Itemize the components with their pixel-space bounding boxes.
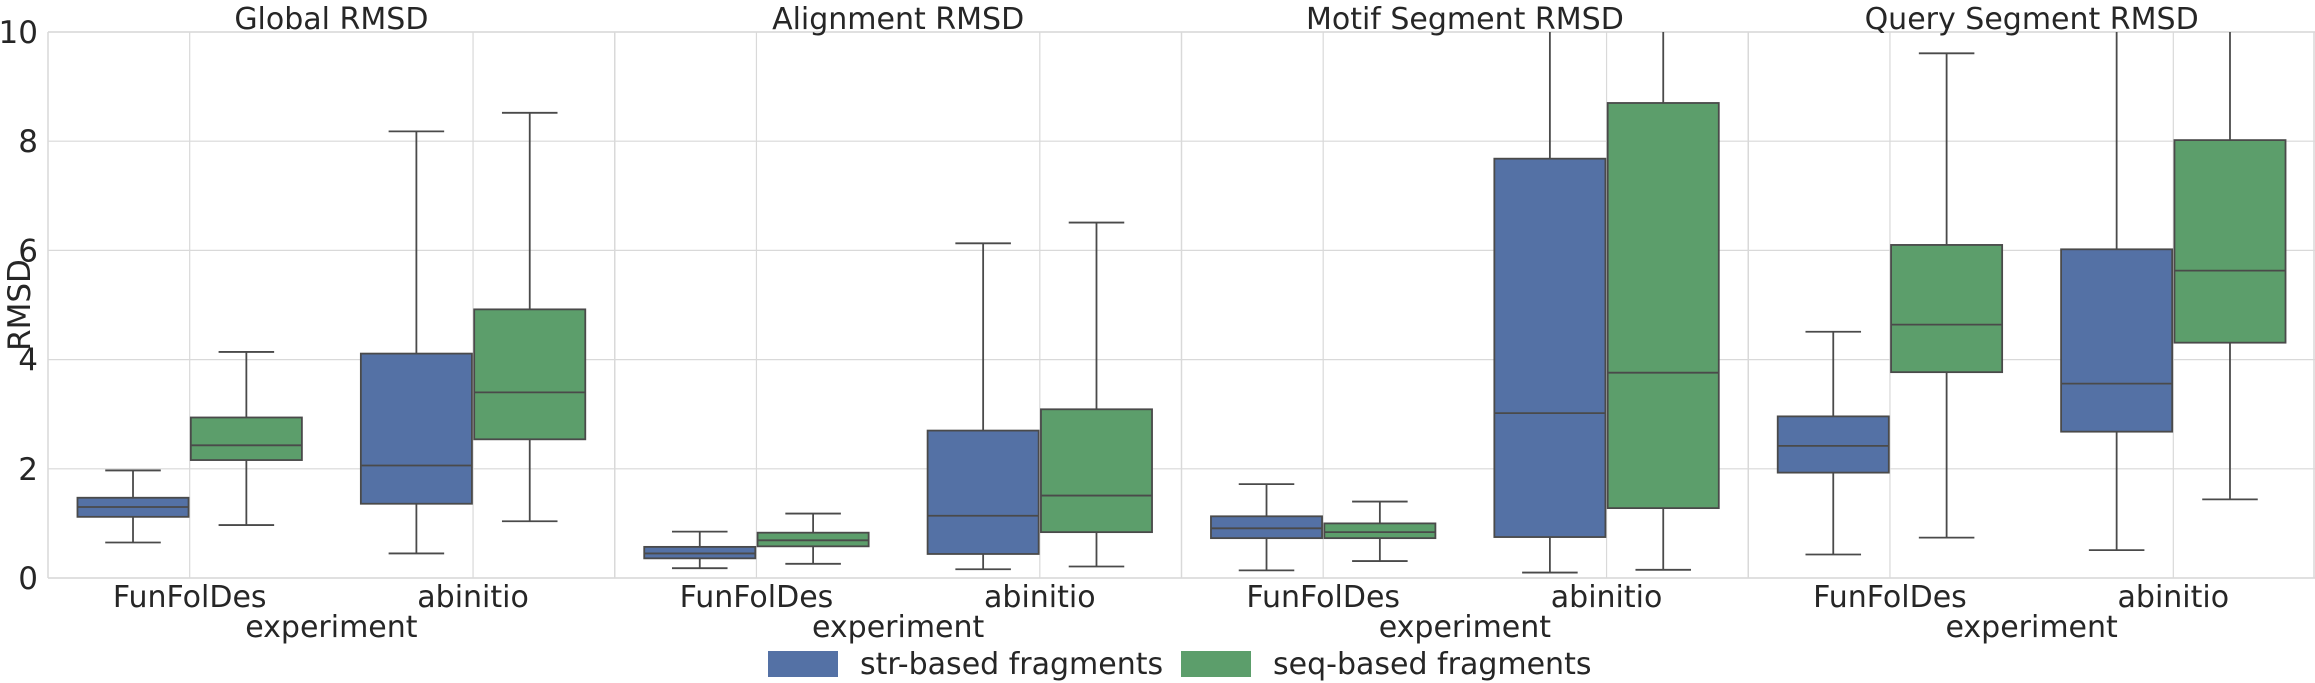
iqr-box	[2173, 139, 2287, 344]
box-seq-based-fragments	[756, 512, 870, 565]
x-tick-label: abinitio	[417, 580, 529, 615]
box-str-based-fragments	[1776, 330, 1890, 556]
box-seq-based-fragments	[1323, 500, 1437, 562]
x-tick-label: FunFolDes	[680, 580, 834, 615]
box-str-based-fragments	[2060, 32, 2174, 552]
panel-title: Motif Segment RMSD	[1306, 2, 1624, 37]
box-str-based-fragments	[926, 242, 1040, 571]
box-str-based-fragments	[1210, 483, 1323, 572]
legend: str-based fragments seq-based fragments	[768, 647, 1591, 682]
x-axis-label: experiment	[1379, 610, 1552, 645]
x-tick-label: abinitio	[1551, 580, 1663, 615]
y-tick-label: 8	[18, 124, 38, 160]
x-tick-label: FunFolDes	[113, 580, 267, 615]
grid-layer	[47, 31, 2315, 579]
legend-swatch	[768, 651, 838, 677]
x-tick-label: abinitio	[984, 580, 1096, 615]
x-tick-label: FunFolDes	[1246, 580, 1400, 615]
box-seq-based-fragments	[189, 351, 303, 526]
box-str-based-fragments	[1493, 32, 1607, 574]
legend-label: seq-based fragments	[1273, 647, 1591, 682]
panel-title: Query Segment RMSD	[1865, 2, 2199, 37]
box-seq-based-fragments	[1040, 221, 1153, 568]
x-axis-label: experiment	[812, 610, 985, 645]
box-layer	[76, 32, 2287, 574]
iqr-box	[189, 416, 303, 461]
box-seq-based-fragments	[2173, 32, 2287, 501]
y-axis-label: RMSD	[2, 259, 38, 351]
box-seq-based-fragments	[1890, 52, 2004, 539]
y-tick-label: 6	[18, 233, 38, 269]
box-seq-based-fragments	[473, 111, 587, 523]
legend-label: str-based fragments	[860, 647, 1163, 682]
panel-title: Global RMSD	[234, 2, 428, 37]
iqr-box	[2060, 248, 2174, 433]
iqr-box	[1040, 408, 1153, 534]
x-axis-label: experiment	[245, 610, 418, 645]
box-str-based-fragments	[359, 130, 473, 555]
iqr-box	[1323, 522, 1437, 540]
y-tick-label: 10	[0, 15, 38, 51]
y-tick-label: 0	[18, 561, 38, 597]
iqr-box	[473, 308, 587, 441]
legend-swatch	[1181, 651, 1251, 677]
iqr-box	[1493, 157, 1607, 538]
iqr-box	[926, 429, 1040, 555]
iqr-box	[1776, 415, 1890, 474]
x-axis-label: experiment	[1945, 610, 2118, 645]
y-tick-label: 2	[18, 452, 38, 488]
box-str-based-fragments	[643, 530, 757, 570]
iqr-box	[1890, 244, 2004, 374]
iqr-box	[1606, 102, 1720, 510]
x-tick-label: FunFolDes	[1813, 580, 1967, 615]
y-tick-label: 4	[18, 343, 38, 379]
x-tick-label: abinitio	[2118, 580, 2230, 615]
iqr-box	[1210, 515, 1323, 540]
box-str-based-fragments	[76, 469, 190, 544]
panel-title: Alignment RMSD	[772, 2, 1024, 37]
box-seq-based-fragments	[1606, 32, 1720, 571]
iqr-box	[359, 352, 473, 505]
